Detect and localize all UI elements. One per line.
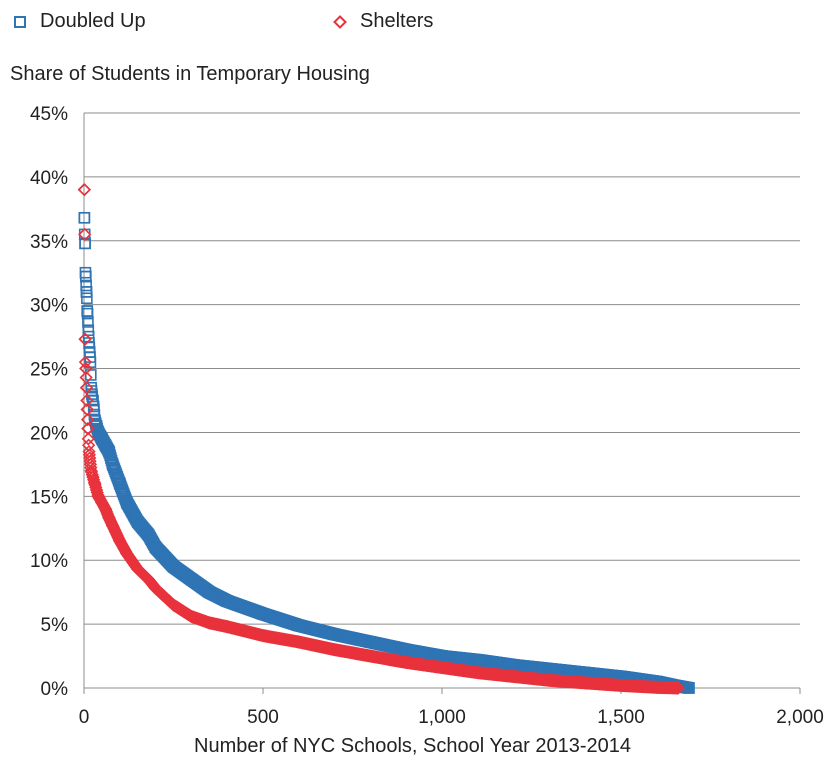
shelters-series [77,183,685,695]
shelters-point [81,432,95,446]
shelters-point [86,470,100,484]
x-tick-label: 500 [247,707,279,728]
doubled-up-point [88,408,101,421]
square-marker-icon [10,12,30,32]
diamond-marker-icon [330,12,350,32]
legend-item-shelters: Shelters [330,10,433,33]
shelters-point [80,413,95,427]
x-tick-label: 2,000 [776,707,824,728]
shelters-point [82,448,97,462]
doubled-up-point [79,237,91,250]
shelters-point [89,480,103,495]
shelters-point [78,355,93,369]
y-tick-label: 40% [30,168,68,189]
shelters-point [87,475,102,489]
legend-label-doubled-up: Doubled Up [40,10,146,32]
doubled-up-series [78,211,695,694]
doubled-up-point [81,292,93,305]
shelters-point [79,381,94,395]
shelters-point [83,454,97,468]
x-tick-label: 1,500 [597,707,645,728]
shelters-point [77,183,91,197]
shelters-point [79,361,93,376]
doubled-up-point [80,279,92,292]
doubled-up-point [87,394,99,407]
doubled-up-point [79,270,92,283]
shelters-point [87,473,101,487]
legend-label-shelters: Shelters [360,10,434,32]
chart-legend: Doubled Up Shelters [0,10,825,40]
y-tick-label: 0% [41,679,69,700]
shelters-point [671,681,685,695]
shelters-point [85,467,99,482]
doubled-up-point [82,324,95,337]
x-axis-title: Number of NYC Schools, School Year 2013-… [194,735,631,757]
y-tick-label: 10% [30,551,68,572]
x-tick-label: 0 [79,707,90,728]
doubled-up-point [81,305,94,317]
doubled-up-point [78,211,91,224]
shelters-point [80,393,94,408]
y-tick-label: 25% [30,360,68,381]
chart-title: Share of Students in Temporary Housing [10,63,370,85]
doubled-up-point [80,286,93,298]
shelters-point [78,332,92,346]
doubled-up-point [79,266,92,279]
y-tick-label: 35% [30,232,68,253]
shelters-point [81,421,95,436]
y-tick-label: 30% [30,296,68,317]
doubled-up-point [82,316,94,328]
y-tick-label: 15% [30,487,68,508]
doubled-up-point [80,286,93,298]
shelters-point [80,402,94,417]
shelters-point [78,227,92,242]
shelters-point [88,478,102,492]
y-tick-label: 5% [41,615,69,636]
y-tick-label: 45% [30,104,68,125]
legend-item-doubled-up: Doubled Up [10,10,146,33]
x-tick-label: 1,000 [418,707,466,728]
shelters-point [84,465,99,479]
y-tick-label: 20% [30,423,68,444]
